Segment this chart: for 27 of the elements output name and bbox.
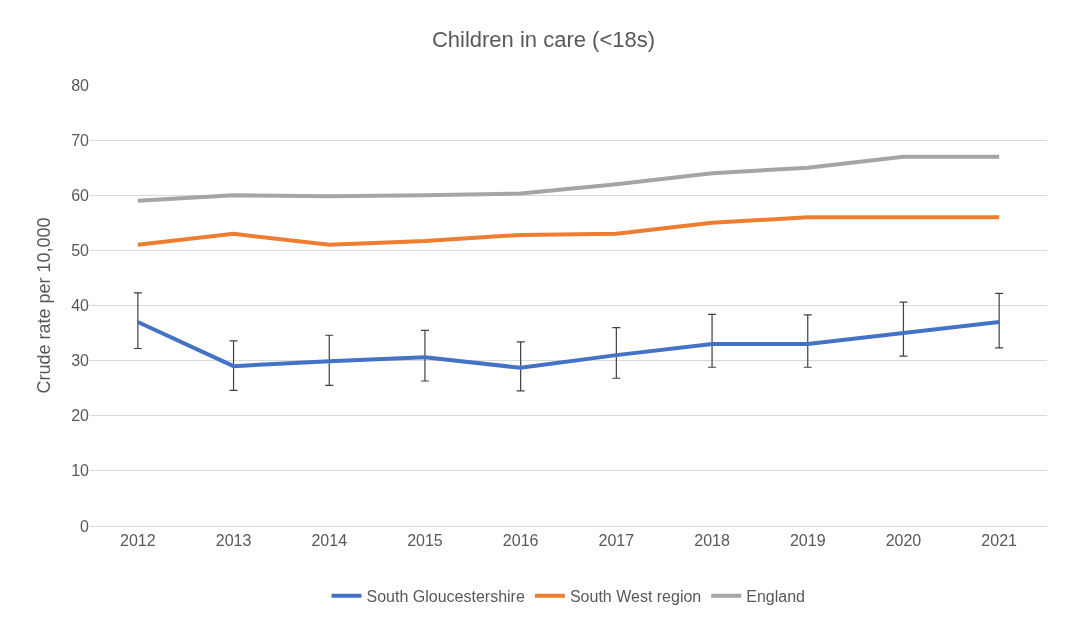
- x-tick-label: 2017: [598, 532, 635, 550]
- legend-label: South West region: [569, 588, 702, 606]
- x-tick-label: 2012: [120, 532, 156, 550]
- y-tick-label: 20: [71, 407, 90, 425]
- x-tick-label: 2021: [981, 532, 1018, 550]
- y-tick-label: 70: [71, 131, 90, 149]
- y-tick-label: 50: [71, 241, 90, 259]
- chart-title: Children in care (<18s): [431, 26, 656, 52]
- y-tick-label: 10: [71, 462, 90, 480]
- x-tick-label: 2018: [694, 532, 730, 550]
- x-tick-label: 2019: [789, 532, 826, 550]
- y-tick-label: 60: [71, 186, 90, 204]
- x-tick-label: 2014: [311, 532, 348, 550]
- y-tick-label: 40: [71, 297, 90, 315]
- line-series: [135, 154, 1002, 203]
- y-tick-label: 0: [80, 517, 90, 535]
- y-tick-label: 30: [71, 352, 90, 370]
- legend-label: South Gloucestershire: [366, 588, 525, 606]
- line-series: [135, 215, 1002, 247]
- x-tick-label: 2016: [502, 532, 539, 550]
- legend-label: England: [746, 588, 805, 606]
- x-tick-label: 2020: [885, 532, 922, 550]
- x-tick-label: 2013: [215, 532, 252, 550]
- y-tick-label: 80: [71, 76, 90, 94]
- line-series: [135, 320, 1002, 370]
- y-axis-title: Crude rate per 10,000: [34, 217, 55, 394]
- x-tick-label: 2015: [407, 532, 443, 550]
